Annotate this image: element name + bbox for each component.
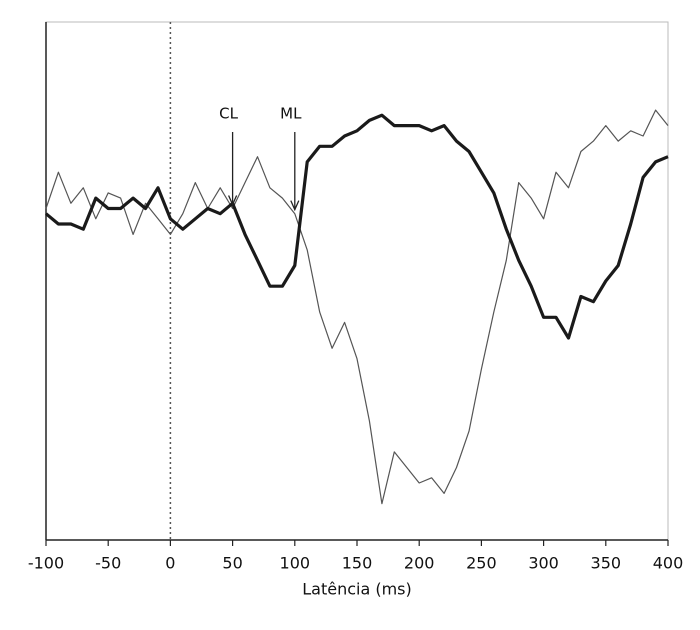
series-line [45,109,669,505]
annotation-arrowhead [228,195,238,207]
x-tick-label: 200 [404,554,435,573]
x-tick-label: 50 [222,554,242,573]
x-tick-label: 250 [466,554,497,573]
x-tick-label: 300 [528,554,559,573]
x-tick-label: 350 [591,554,622,573]
x-tick-label: 400 [653,554,684,573]
x-tick-label: 100 [280,554,311,573]
annotation: ML [280,105,302,123]
plot-frame [45,21,669,541]
annotation-arrowhead [290,200,300,212]
x-tick-label: 150 [342,554,373,573]
x-tick-label: -100 [28,554,64,573]
x-tick-label: -50 [95,554,121,573]
series-line [44,113,669,340]
x-axis-label: Latência (ms) [302,580,412,599]
annotation: CL [219,105,238,123]
x-tick-label: 0 [165,554,175,573]
